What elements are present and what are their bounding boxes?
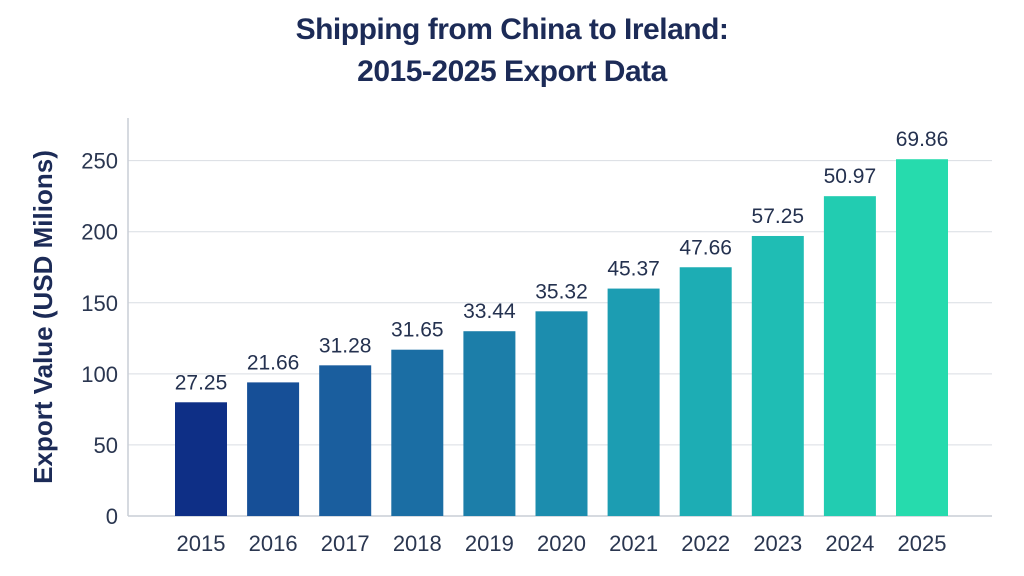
data-label-2020: 35.32 xyxy=(535,280,588,303)
x-tick-label-2021: 2021 xyxy=(609,531,658,556)
data-label-2021: 45.37 xyxy=(607,258,660,281)
x-tick-label-2020: 2020 xyxy=(537,531,586,556)
data-label-2023: 57.25 xyxy=(752,205,805,228)
y-axis-label: Export Value (USD Milions) xyxy=(28,150,58,484)
chart-title-line-1: Shipping from China to Ireland: xyxy=(295,13,729,46)
data-label-2017: 31.28 xyxy=(319,334,372,357)
x-tick-label-2023: 2023 xyxy=(753,531,802,556)
bar-2017 xyxy=(319,365,372,516)
data-label-2024: 50.97 xyxy=(824,165,877,188)
data-label-2018: 31.65 xyxy=(391,319,444,342)
bar-2025 xyxy=(896,159,948,516)
bar-2024 xyxy=(823,196,876,516)
data-label-2019: 33.44 xyxy=(463,300,516,323)
x-tick-label-2024: 2024 xyxy=(825,531,874,556)
x-tick-label-2015: 2015 xyxy=(177,531,226,556)
data-label-2016: 21.66 xyxy=(247,351,300,374)
data-label-2025: 69.86 xyxy=(896,128,949,151)
x-tick-label-2025: 2025 xyxy=(898,531,947,556)
data-label-2022: 47.66 xyxy=(679,236,732,259)
y-tick-label: 0 xyxy=(106,504,118,529)
bar-2018 xyxy=(391,349,444,516)
x-tick-label-2018: 2018 xyxy=(393,531,442,556)
bar-2023 xyxy=(751,235,804,516)
bar-2016 xyxy=(247,382,300,516)
y-tick-label: 150 xyxy=(81,291,118,316)
x-tick-label-2019: 2019 xyxy=(465,531,514,556)
x-tick-label-2022: 2022 xyxy=(681,531,730,556)
y-tick-label: 50 xyxy=(94,433,118,458)
data-label-2015: 27.25 xyxy=(175,371,228,394)
y-tick-label: 250 xyxy=(81,149,118,174)
y-tick-label: 100 xyxy=(81,362,118,387)
bar-2021 xyxy=(607,288,660,516)
bar-2019 xyxy=(463,331,516,516)
y-tick-label: 200 xyxy=(81,220,118,245)
x-tick-label-2017: 2017 xyxy=(321,531,370,556)
x-tick-label-2016: 2016 xyxy=(249,531,298,556)
bar-2015 xyxy=(175,402,227,516)
chart-title-line-2: 2015-2025 Export Data xyxy=(357,55,667,88)
bar-2020 xyxy=(535,311,588,516)
bar-2022 xyxy=(679,267,732,516)
